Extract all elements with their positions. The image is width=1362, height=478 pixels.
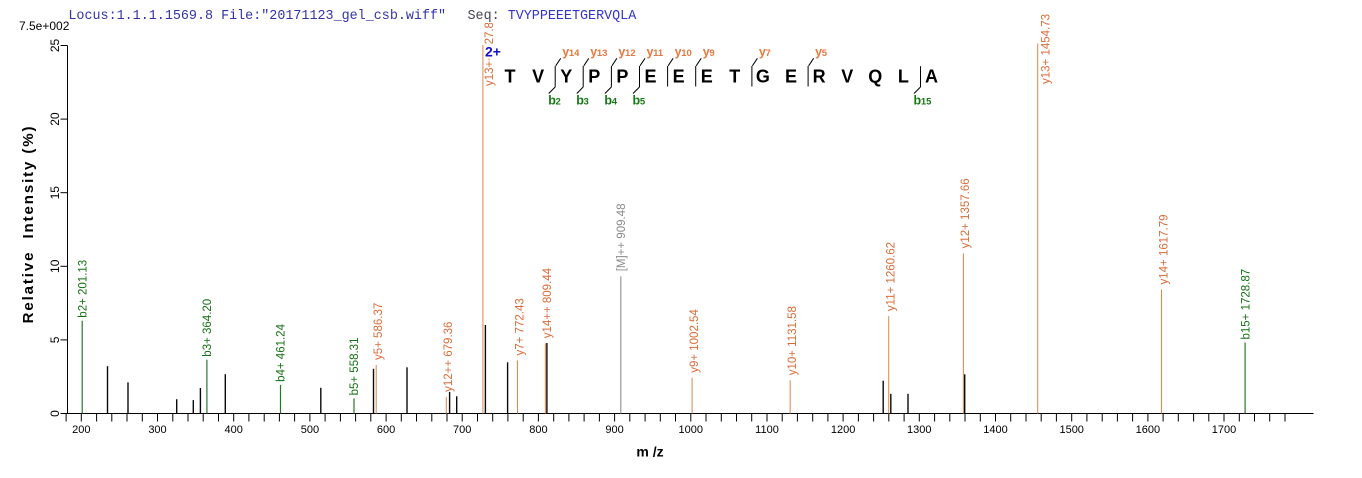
svg-text:2+: 2+ [485,44,501,60]
svg-text:1500: 1500 [1059,424,1083,436]
svg-text:y14++ 809.44: y14++ 809.44 [542,267,554,338]
svg-text:E: E [701,67,713,87]
svg-text:1600: 1600 [1136,424,1160,436]
svg-text:15: 15 [48,186,62,200]
svg-text:b4: b4 [604,94,617,108]
svg-text:800: 800 [529,424,547,436]
svg-text:b5+ 558.31: b5+ 558.31 [349,338,361,396]
svg-text:TVYPPEEETGERVQLA: TVYPPEEETGERVQLA [508,9,638,24]
svg-text:b15: b15 [914,94,933,108]
svg-text:y10: y10 [675,45,692,59]
svg-text:7.5e+002: 7.5e+002 [19,19,70,33]
svg-text:P: P [616,67,628,87]
svg-text:m /z: m /z [636,444,663,460]
svg-text:b15+ 1728.87: b15+ 1728.87 [1240,269,1252,340]
svg-text:G: G [756,67,770,87]
svg-text:y12: y12 [618,45,635,59]
svg-text:1000: 1000 [679,424,703,436]
svg-text:Seq:: Seq: [468,9,500,24]
svg-text:T: T [729,67,740,87]
svg-text:0: 0 [48,410,62,417]
svg-text:900: 900 [605,424,623,436]
svg-text:y12++ 679.36: y12++ 679.36 [443,322,455,392]
svg-text:P: P [588,67,600,87]
svg-text:Locus:1.1.1.1569.8 File:"20171: Locus:1.1.1.1569.8 File:"20171123_gel_cs… [68,9,446,24]
svg-text:V: V [532,67,544,87]
svg-text:y7+ 772.43: y7+ 772.43 [514,298,526,355]
svg-text:500: 500 [301,424,319,436]
svg-text:E: E [673,67,685,87]
svg-text:E: E [785,67,797,87]
svg-text:y9+ 1002.54: y9+ 1002.54 [689,309,701,373]
svg-text:b2: b2 [548,94,561,108]
svg-text:T: T [505,67,516,87]
svg-text:y5: y5 [815,45,828,59]
svg-text:y13+ 1454.73: y13+ 1454.73 [1041,14,1053,84]
svg-text:y14+ 1617.79: y14+ 1617.79 [1158,214,1170,284]
svg-text:L: L [898,67,909,87]
svg-text:Q: Q [868,67,882,87]
svg-text:y13: y13 [590,45,607,59]
svg-text:[M]++ 909.48: [M]++ 909.48 [616,204,628,272]
svg-text:5: 5 [48,336,62,343]
svg-text:1700: 1700 [1212,424,1236,436]
svg-text:Relative Intensity (%): Relative Intensity (%) [20,125,37,324]
svg-text:600: 600 [377,424,395,436]
svg-text:700: 700 [453,424,471,436]
svg-text:b3: b3 [576,94,589,108]
svg-text:1200: 1200 [831,424,855,436]
svg-text:A: A [925,67,938,87]
svg-text:b5: b5 [633,94,646,108]
svg-text:y5+ 586.37: y5+ 586.37 [373,303,385,360]
svg-text:y12+ 1357.66: y12+ 1357.66 [960,178,972,248]
svg-text:1100: 1100 [755,424,779,436]
svg-text:R: R [813,67,826,87]
svg-text:b2+ 201.13: b2+ 201.13 [77,260,89,318]
svg-text:25: 25 [48,39,62,53]
svg-text:400: 400 [225,424,243,436]
svg-text:E: E [644,67,656,87]
svg-text:20: 20 [48,112,62,126]
svg-text:200: 200 [72,424,90,436]
svg-text:y14: y14 [562,45,580,59]
svg-text:300: 300 [148,424,166,436]
svg-text:y9: y9 [703,45,715,59]
svg-text:y11+ 1260.62: y11+ 1260.62 [886,242,898,311]
svg-text:y11: y11 [647,45,664,59]
svg-text:1300: 1300 [907,424,931,436]
svg-text:b4+ 461.24: b4+ 461.24 [276,323,288,381]
svg-text:b3+ 364.20: b3+ 364.20 [202,299,214,357]
svg-text:1400: 1400 [983,424,1007,436]
svg-text:y10+ 1131.58: y10+ 1131.58 [787,306,799,375]
svg-text:y7: y7 [759,45,771,59]
svg-text:Y: Y [560,67,572,87]
svg-text:10: 10 [48,259,62,273]
svg-text:V: V [841,67,853,87]
